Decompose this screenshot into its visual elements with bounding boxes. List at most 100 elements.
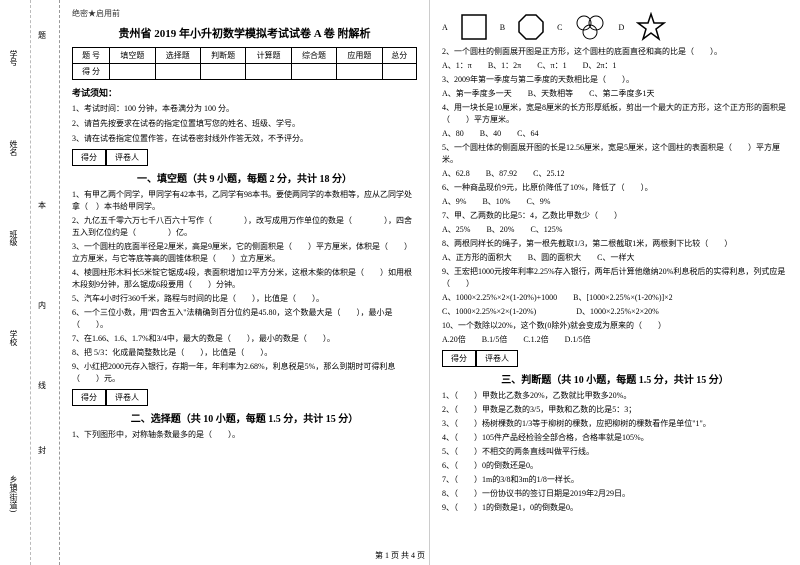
fold-line (30, 0, 31, 565)
sidebar-field-label: 乡镇(街道) (8, 475, 19, 512)
binding-sidebar: 学号姓名班级学校乡镇(街道) 题本内线封 (0, 0, 60, 565)
left-column: 绝密★启用前 贵州省 2019 年小升初数学模拟考试试卷 A 卷 附解析 题 号… (60, 0, 430, 565)
notice-heading: 考试须知： (72, 86, 417, 99)
question: 8、两根同样长的绳子，第一根先截取1/3，第二根截取1米，两根剩下比较（ ） (442, 238, 788, 250)
score-box: 得分 评卷人 (72, 149, 417, 166)
circles-icon (574, 13, 606, 41)
sidebar-field-label: 学号 (8, 50, 19, 66)
option-label: B (500, 23, 505, 32)
cell (155, 64, 200, 80)
star-icon (636, 12, 666, 42)
question: 9、王宏把1000元按年利率2.25%存入银行，两年后计算他缴纳20%利息税后的… (442, 266, 788, 290)
score-box: 得分 评卷人 (72, 389, 417, 406)
question: 1、有甲乙两个同学，甲同学有42本书，乙同学有98本书。要使两同学的本数相等，应… (72, 189, 417, 213)
page-footer: 第 1 页 共 4 页 (0, 550, 800, 561)
cell: 综合题 (291, 48, 336, 64)
score-table: 题 号 填空题 选择题 判断题 计算题 综合题 应用题 总分 得 分 (72, 47, 417, 80)
options: A、1000×2.25%×2×(1-20%)+1000 B、[1000×2.25… (442, 292, 788, 304)
cell: 应用题 (337, 48, 382, 64)
option-label: A (442, 23, 448, 32)
question: 10、一个数除以20%，这个数(0除外)就会变成为原来的（ ） (442, 320, 788, 332)
grader-label: 评卷人 (476, 350, 518, 367)
cell: 填空题 (110, 48, 155, 64)
question: 8、把 5/3：化成最简整数比是（ ），比值是（ ）。 (72, 347, 417, 359)
question: 6、（ ）0的倒数还是0。 (442, 460, 788, 472)
cell: 计算题 (246, 48, 291, 64)
cell (200, 64, 245, 80)
notice-item: 2、请首先按要求在试卷的指定位置填写您的姓名、班级、学号。 (72, 118, 417, 131)
question: 5、（ ）不相交的两条直线叫做平行线。 (442, 446, 788, 458)
question: 7、在1.66、1.6、1.7%和3/4中，最大的数是（ ），最小的数是（ ）。 (72, 333, 417, 345)
fold-mark: 线 (38, 380, 46, 391)
cell: 题 号 (73, 48, 110, 64)
question: 2、一个圆柱的侧面展开图是正方形，这个圆柱的底面直径和高的比是（ ）。 (442, 46, 788, 58)
grader-label: 评卷人 (106, 149, 148, 166)
question: 3、（ ）杨树棵数的1/3等于柳树的棵数，应把柳树的棵数看作是单位"1"。 (442, 418, 788, 430)
square-icon (460, 13, 488, 41)
question: 4、（ ）105件产品经检验全部合格，合格率就是105%。 (442, 432, 788, 444)
main-content: 绝密★启用前 贵州省 2019 年小升初数学模拟考试试卷 A 卷 附解析 题 号… (60, 0, 800, 565)
sidebar-field-label: 班级 (8, 230, 19, 246)
cell: 得 分 (73, 64, 110, 80)
grader-label: 评卷人 (106, 389, 148, 406)
octagon-icon (517, 13, 545, 41)
cell (246, 64, 291, 80)
notice-item: 3、请在试卷指定位置作答，在试卷密封线外作答无效，不予评分。 (72, 133, 417, 146)
sidebar-field-label: 姓名 (8, 140, 19, 156)
table-row: 题 号 填空题 选择题 判断题 计算题 综合题 应用题 总分 (73, 48, 417, 64)
right-column: A B C D 2、一个圆柱的侧面展开图是正方形，这个圆柱的底面直径和高的比是（… (430, 0, 800, 565)
options: A、第一季度多一天 B、天数相等 C、第二季度多1天 (442, 88, 788, 100)
options: A、正方形的面积大 B、圆的面积大 C、一样大 (442, 252, 788, 264)
options: A、9% B、10% C、9% (442, 196, 788, 208)
question: 1、（ ）甲数比乙数多20%，乙数就比甲数多20%。 (442, 390, 788, 402)
question: 1、下列图形中，对称轴条数最多的是（ ）。 (72, 429, 417, 441)
score-label: 得分 (442, 350, 476, 367)
options: A、62.8 B、87.92 C、25.12 (442, 168, 788, 180)
section1-title: 一、填空题（共 9 小题，每题 2 分，共计 18 分） (72, 170, 417, 185)
section2-title: 二、选择题（共 10 小题，每题 1.5 分，共计 15 分） (72, 410, 417, 425)
question: 3、2009年第一季度与第二季度的天数相比是（ ）。 (442, 74, 788, 86)
question: 6、一个三位小数，用"四舍五入"法精确到百分位约是45.80，这个数最大是（ ）… (72, 307, 417, 331)
shape-options: A B C D (442, 12, 788, 42)
cell (110, 64, 155, 80)
option-label: C (557, 23, 562, 32)
options: A.20倍 B.1/5倍 C.1.2倍 D.1/5倍 (442, 334, 788, 346)
secret-label: 绝密★启用前 (72, 8, 417, 19)
question: 7、甲、乙两数的比是5：4，乙数比甲数少（ ） (442, 210, 788, 222)
question: 8、（ ）一份协议书的签订日期是2019年2月29日。 (442, 488, 788, 500)
score-label: 得分 (72, 389, 106, 406)
question: 9、（ ）1的倒数是1，0的倒数是0。 (442, 502, 788, 514)
fold-mark: 题 (38, 30, 46, 41)
options: A、1：π B、1：2π C、π：1 D、2π：1 (442, 60, 788, 72)
options: A、25% B、20% C、125% (442, 224, 788, 236)
cell: 选择题 (155, 48, 200, 64)
question: 4、棱圆柱形木料长5米锭它锯成4段，表面积增加12平方分米，这根木柴的体积是（ … (72, 267, 417, 291)
exam-title: 贵州省 2019 年小升初数学模拟考试试卷 A 卷 附解析 (72, 25, 417, 41)
cell (337, 64, 382, 80)
fold-mark: 内 (38, 300, 46, 311)
score-label: 得分 (72, 149, 106, 166)
cell (291, 64, 336, 80)
question: 5、汽车4小时行360千米，路程与时间的比是（ ），比值是（ ）。 (72, 293, 417, 305)
notice-item: 1、考试时间：100 分钟，本卷满分为 100 分。 (72, 103, 417, 116)
question: 9、小红把2000元存入银行，存期一年，年利率为2.68%，利息税是5%，那么到… (72, 361, 417, 385)
fold-mark: 本 (38, 200, 46, 211)
cell: 判断题 (200, 48, 245, 64)
table-row: 得 分 (73, 64, 417, 80)
score-box: 得分 评卷人 (442, 350, 788, 367)
question: 7、（ ）1m的3/8和3m的1/8一样长。 (442, 474, 788, 486)
question: 5、一个圆柱体的侧面展开图的长是12.56厘米，宽是5厘米，这个圆柱的表面积是（… (442, 142, 788, 166)
cell: 总分 (382, 48, 416, 64)
question: 2、九亿五千零六万七千八百六十写作（ ），改写成用万作单位的数是（ ），四舍五入… (72, 215, 417, 239)
sidebar-field-label: 学校 (8, 330, 19, 346)
question: 3、一个圆柱的底面半径是2厘米，高是9厘米，它的侧面积是（ ）平方厘米，体积是（… (72, 241, 417, 265)
question: 4、用一块长是10厘米，宽是8厘米的长方形厚纸板，剪出一个最大的正方形，这个正方… (442, 102, 788, 126)
section3-title: 三、判断题（共 10 小题，每题 1.5 分，共计 15 分） (442, 371, 788, 386)
options: A、80 B、40 C、64 (442, 128, 788, 140)
options: C、1000×2.25%×2×(1-20%) D、1000×2.25%×2×20… (442, 306, 788, 318)
option-label: D (618, 23, 624, 32)
cell (382, 64, 416, 80)
question: 6、一种商品现价9元，比原价降低了10%，降低了（ ）。 (442, 182, 788, 194)
fold-mark: 封 (38, 445, 46, 456)
question: 2、（ ）甲数是乙数的3/5，甲数和乙数的比是5：3； (442, 404, 788, 416)
